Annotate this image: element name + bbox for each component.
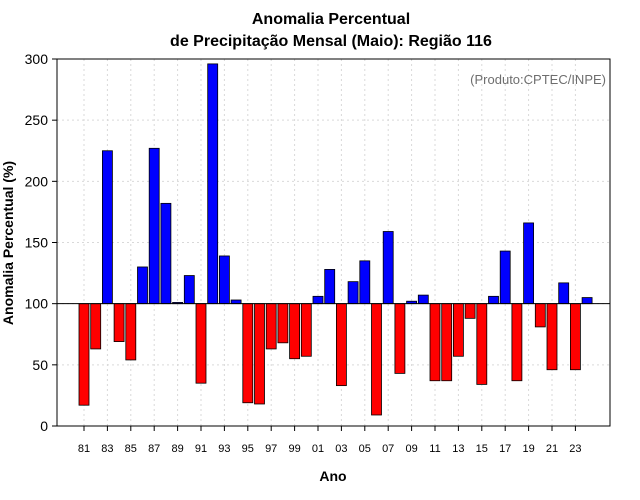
x-tick-label: 95 (242, 443, 254, 455)
y-tick-label: 250 (25, 112, 49, 128)
x-tick-label: 93 (218, 443, 230, 455)
x-tick-label: 05 (359, 443, 371, 455)
x-tick-label: 09 (405, 443, 417, 455)
bar-07 (382, 231, 394, 305)
bar-22 (558, 282, 570, 305)
bar-95 (242, 303, 254, 404)
y-tick-label: 50 (32, 357, 48, 373)
bar-13 (452, 303, 464, 357)
x-tick-label: 87 (148, 443, 160, 455)
bar-97 (265, 303, 277, 350)
x-tick-label: 01 (312, 443, 324, 455)
x-tick-label: 23 (569, 443, 581, 455)
y-tick-label: 200 (25, 173, 49, 189)
bar-00 (300, 303, 312, 357)
x-tick-label: 07 (382, 443, 394, 455)
bar-94 (230, 299, 242, 305)
bar-93 (218, 255, 230, 305)
bar-21 (546, 303, 558, 371)
y-axis-ticks: 0 50 100 150 200 250 300 (25, 51, 57, 434)
x-tick-label: 21 (546, 443, 558, 455)
bar-99 (289, 303, 301, 360)
bar-86 (137, 266, 148, 305)
bar-18 (511, 303, 523, 382)
bar-10 (417, 294, 429, 305)
x-axis-label: Ano (319, 468, 346, 484)
bar-23 (570, 303, 581, 371)
x-axis-ticks: 81 83 85 87 89 91 93 95 97 99 01 03 05 07 09 11 13 15 17 19… (78, 426, 582, 455)
credit-text: (Produto:CPTEC/INPE) (470, 72, 606, 87)
bar-05 (359, 260, 371, 305)
bar-14 (464, 303, 476, 319)
x-tick-label: 19 (522, 443, 534, 455)
bar-83 (102, 150, 113, 305)
bar-24 (581, 297, 593, 305)
bar-92 (207, 63, 219, 305)
bar-85 (125, 303, 137, 361)
bar-87 (148, 147, 160, 305)
y-tick-label: 300 (25, 51, 49, 67)
bar-98 (277, 303, 289, 344)
bar-88 (160, 202, 172, 305)
bar-04 (347, 281, 359, 305)
y-tick-label: 150 (25, 235, 49, 251)
x-tick-label: 89 (171, 443, 183, 455)
x-tick-label: 03 (335, 443, 347, 455)
bar-02 (324, 269, 336, 305)
bar-15 (476, 303, 488, 385)
bar-84 (113, 303, 125, 342)
y-axis-label: Anomalia Percentual (%) (0, 161, 16, 325)
bars (78, 63, 593, 416)
bar-12 (441, 303, 453, 382)
bar-81 (78, 303, 90, 406)
x-tick-label: 99 (288, 443, 300, 455)
x-tick-label: 85 (125, 443, 137, 455)
x-tick-label: 13 (452, 443, 464, 455)
x-tick-label: 11 (429, 443, 440, 455)
x-tick-label: 81 (78, 443, 90, 455)
bar-91 (195, 303, 207, 384)
bar-01 (312, 295, 324, 305)
bar-08 (394, 303, 406, 374)
x-tick-label: 97 (265, 443, 277, 455)
bar-96 (254, 303, 265, 405)
bar-03 (335, 303, 347, 387)
chart-title-line2: de Precipitação Mensal (Maio): Região 11… (170, 33, 492, 50)
bar-17 (499, 250, 511, 305)
bar-06 (371, 303, 382, 416)
y-tick-label: 100 (25, 296, 49, 312)
x-tick-label: 91 (195, 443, 207, 455)
bar-90 (183, 275, 195, 305)
bar-82 (90, 303, 102, 350)
bar-11 (429, 303, 441, 382)
bar-20 (534, 303, 546, 328)
bar-19 (523, 222, 534, 305)
y-tick-label: 0 (40, 418, 48, 434)
x-tick-label: 17 (499, 443, 511, 455)
bar-16 (488, 295, 499, 305)
x-tick-label: 15 (476, 443, 488, 455)
chart-title-line1: Anomalia Percentual (252, 11, 410, 28)
x-tick-label: 83 (101, 443, 113, 455)
